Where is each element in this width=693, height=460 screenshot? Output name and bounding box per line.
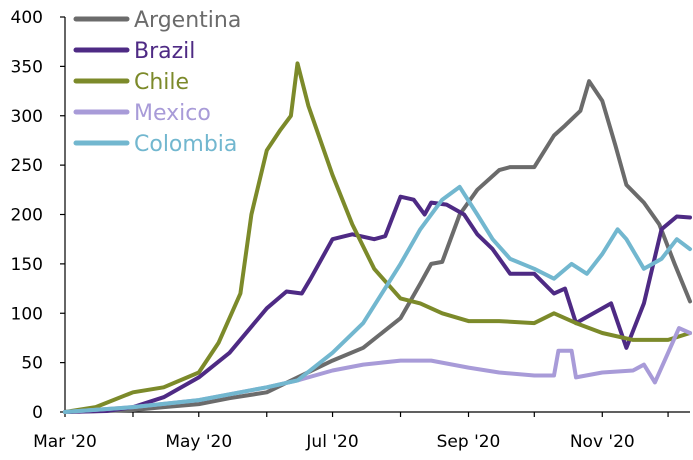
legend: Argentina Brazil Chile Mexico Colombia — [73, 8, 241, 157]
legend-label-colombia: Colombia — [134, 132, 237, 157]
legend-label-mexico: Mexico — [134, 101, 211, 126]
series-line-colombia — [63, 184, 692, 414]
series-line-chile — [63, 61, 692, 414]
x-axis: Mar '20 May '20 Jul '20 Sep '20 Nov '20 — [33, 411, 690, 452]
series-line-argentina — [63, 79, 692, 414]
y-tick-label: 400 — [11, 8, 43, 28]
x-tick-label: May '20 — [165, 432, 232, 452]
y-tick-label: 350 — [11, 57, 43, 77]
y-tick-label: 250 — [11, 156, 43, 176]
series-line-brazil — [63, 194, 692, 414]
y-axis: 0 50 100 150 200 250 300 350 400 — [11, 8, 66, 423]
y-tick-label: 200 — [11, 206, 43, 226]
legend-label-brazil: Brazil — [134, 39, 195, 64]
y-tick-label: 0 — [32, 403, 43, 423]
y-tick-label: 100 — [11, 304, 43, 324]
legend-label-chile: Chile — [134, 70, 189, 95]
x-tick-label: Mar '20 — [33, 432, 97, 452]
y-tick-label: 300 — [11, 107, 43, 127]
y-tick-label: 150 — [11, 255, 43, 275]
legend-label-argentina: Argentina — [134, 8, 241, 33]
x-tick-label: Sep '20 — [437, 432, 501, 452]
x-tick-label: Jul '20 — [305, 432, 358, 452]
y-tick-label: 50 — [21, 354, 43, 374]
series-layer — [63, 61, 692, 414]
x-tick-label: Nov '20 — [570, 432, 635, 452]
